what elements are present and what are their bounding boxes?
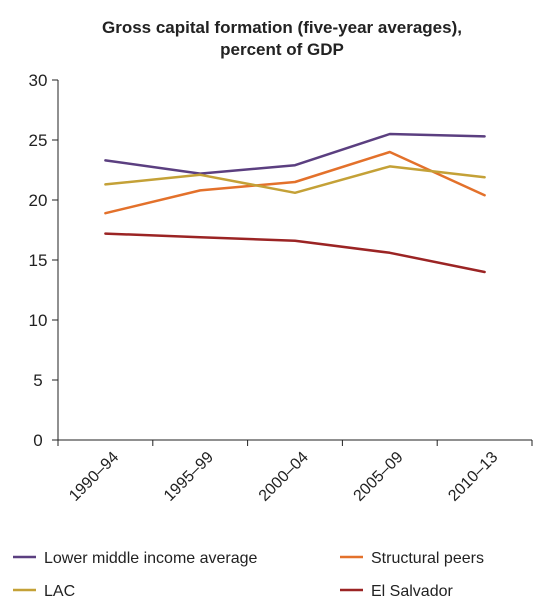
legend-label: LAC [44,583,75,600]
chart-title-line-2: percent of GDP [220,40,344,59]
x-tick-label: 2000–04 [256,449,312,505]
y-tick-label: 25 [29,131,48,150]
y-tick-label: 20 [29,191,48,210]
legend: Lower middle income average Structural pe… [13,550,484,600]
chart-title-line-1: Gross capital formation (five-year avera… [102,18,462,37]
y-tick-label: 30 [29,71,48,90]
axes [57,80,532,441]
legend-label: Structural peers [371,550,484,567]
x-tick-label: 1990–94 [66,449,122,505]
y-tick-label: 5 [33,371,42,390]
series-line-lower-middle-income-average [104,132,486,175]
y-tick-label: 10 [29,311,48,330]
y-tick-label: 0 [33,431,42,450]
legend-label: El Salvador [371,583,453,600]
x-tick-label: 2005–09 [351,449,407,505]
series-line-el-salvador [104,232,486,274]
x-axis-ticks: 1990–94 1995–99 2000–04 2005–09 2010–13 [57,440,533,505]
legend-item: Lower middle income average [13,550,258,567]
legend-item: El Salvador [340,583,453,600]
y-tick-label: 15 [29,251,48,270]
series-lines [104,132,486,274]
x-tick-label: 2010–13 [445,449,501,505]
y-axis-ticks: 0 5 10 15 20 25 30 [29,71,58,450]
legend-item: Structural peers [340,550,484,567]
chart-title: Gross capital formation (five-year avera… [102,18,462,59]
series-line-lac [104,165,486,195]
x-tick-label: 1995–99 [161,449,217,505]
legend-label: Lower middle income average [44,550,258,567]
series-line-structural-peers [104,150,486,215]
legend-item: LAC [13,583,75,600]
